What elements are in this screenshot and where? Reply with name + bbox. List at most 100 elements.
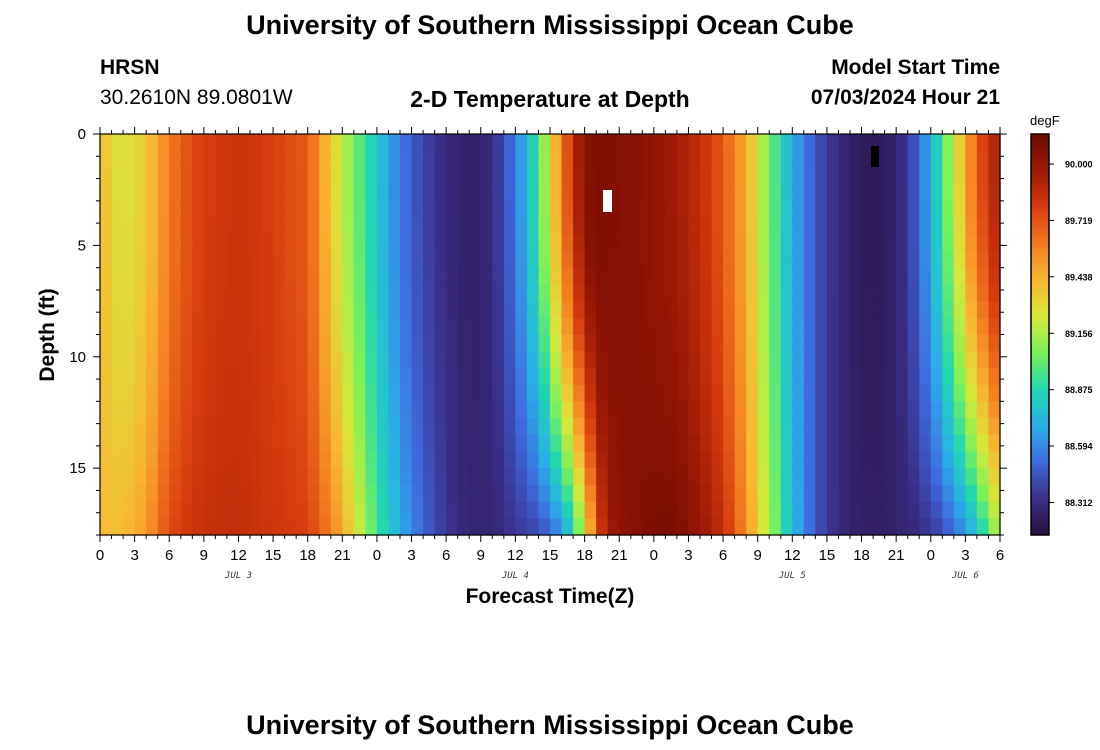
heatmap-cell <box>965 351 978 369</box>
heatmap-cell <box>953 434 966 453</box>
heatmap-cell <box>896 418 909 436</box>
heatmap-cell <box>619 518 632 536</box>
heatmap-cell <box>838 351 851 369</box>
heatmap-cell <box>757 384 770 402</box>
heatmap-cell <box>273 518 286 536</box>
heatmap-cell <box>400 484 413 503</box>
heatmap-cell <box>942 184 955 202</box>
x-axis: 0 3 6 9 12 15 18 21 0 3 6 9 12 15 18 21 0 3 6 9 12 15 18 21 0 3 6J… <box>96 127 1004 581</box>
heatmap-cell <box>653 334 666 352</box>
heatmap-cell <box>134 284 147 302</box>
heatmap-cell <box>642 234 655 252</box>
heatmap-cell <box>353 317 366 336</box>
heatmap-cell <box>965 200 978 219</box>
heatmap-cell <box>584 167 597 185</box>
x-tick-label: 0 <box>650 547 658 564</box>
heatmap-cell <box>169 384 182 402</box>
heatmap-cell <box>411 267 424 285</box>
heatmap-cell <box>203 317 216 336</box>
heatmap-cell <box>480 468 493 486</box>
heatmap-cell <box>850 451 863 469</box>
colorbar-unit: degF <box>1030 113 1060 128</box>
heatmap-cell <box>619 418 632 436</box>
heatmap-cell <box>642 484 655 503</box>
heatmap-cell <box>273 134 286 152</box>
heatmap-cell <box>607 518 620 536</box>
heatmap-cell <box>515 501 528 519</box>
heatmap-cell <box>780 518 793 536</box>
heatmap-cell <box>711 518 724 536</box>
heatmap-cell <box>330 401 343 419</box>
heatmap-cell <box>503 418 516 436</box>
heatmap-cell <box>688 134 701 152</box>
heatmap-cell <box>492 317 505 336</box>
heatmap-cell <box>146 468 159 486</box>
heatmap-cell <box>919 234 932 252</box>
heatmap-cell <box>803 501 816 519</box>
heatmap-cell <box>134 418 147 436</box>
heatmap-cell <box>330 317 343 336</box>
heatmap-cell <box>492 367 505 386</box>
heatmap-cell <box>930 401 943 419</box>
heatmap-cell <box>538 184 551 202</box>
heatmap-cell <box>596 301 609 319</box>
heatmap-cell <box>192 150 205 169</box>
heatmap-cell <box>861 434 874 453</box>
heatmap-cell <box>296 468 309 486</box>
heatmap-cell <box>573 484 586 503</box>
heatmap-cell <box>711 317 724 336</box>
heatmap-cell <box>665 401 678 419</box>
heatmap-cell <box>342 301 355 319</box>
heatmap-cell <box>873 317 886 336</box>
heatmap-cell <box>769 334 782 352</box>
heatmap-cell <box>676 484 690 503</box>
heatmap-cell <box>469 317 482 336</box>
heatmap-cell <box>423 184 436 202</box>
heatmap-cell <box>561 217 574 235</box>
heatmap-cell <box>446 317 459 336</box>
heatmap-cell <box>769 434 782 453</box>
heatmap-cell <box>215 334 228 352</box>
heatmap-cell <box>653 267 666 285</box>
heatmap-cell <box>561 451 574 469</box>
heatmap-cell <box>296 434 309 453</box>
heatmap-cell <box>561 234 574 252</box>
colorbar-tick-label: 90.000 <box>1065 160 1093 170</box>
heatmap-cell <box>723 317 736 336</box>
heatmap-cell <box>538 468 551 486</box>
heatmap-cell <box>930 184 943 202</box>
missing-data-marker-white <box>603 190 612 212</box>
heatmap-cell <box>538 334 551 352</box>
heatmap-cell <box>226 217 240 235</box>
heatmap-cell <box>111 317 124 336</box>
heatmap-cell <box>388 317 401 336</box>
heatmap-cell <box>319 234 332 252</box>
heatmap-cell <box>330 167 343 185</box>
heatmap-cell <box>100 468 113 486</box>
heatmap-cell <box>596 451 609 469</box>
heatmap-cell <box>203 351 216 369</box>
heatmap-cell <box>653 434 666 453</box>
heatmap-cell <box>353 284 366 302</box>
heatmap-cell <box>261 167 274 185</box>
heatmap-cell <box>861 284 874 302</box>
heatmap-cell <box>469 501 482 519</box>
heatmap-cell <box>376 217 390 235</box>
x-tick-label: 3 <box>130 547 138 564</box>
heatmap-cell <box>469 134 482 152</box>
heatmap-cell <box>711 234 724 252</box>
heatmap-cell <box>826 284 840 302</box>
heatmap-cell <box>723 184 736 202</box>
heatmap-cell <box>296 184 309 202</box>
heatmap-cell <box>503 484 516 503</box>
heatmap-cell <box>353 518 366 536</box>
heatmap-cell <box>157 367 170 386</box>
x-tick-label: 6 <box>442 547 450 564</box>
heatmap-cell <box>353 384 366 402</box>
heatmap-cell <box>757 434 770 453</box>
heatmap-cell <box>146 284 159 302</box>
heatmap-cell <box>584 468 597 486</box>
station-name: HRSN <box>100 56 160 79</box>
heatmap-cell <box>769 367 782 386</box>
heatmap-cell <box>665 468 678 486</box>
